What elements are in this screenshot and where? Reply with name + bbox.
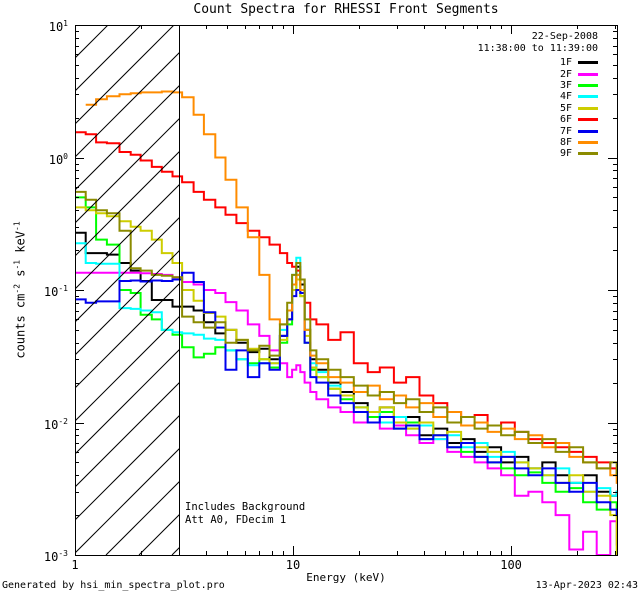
legend-swatch-8f [578, 140, 598, 144]
plot-title: Count Spectra for RHESSI Front Segments [193, 2, 499, 17]
legend-item-2f: 2F [559, 68, 598, 80]
legend-item-3f: 3F [560, 80, 598, 91]
x-tick-label-100: 100 [500, 558, 522, 572]
observation-date: 22-Sep-2008 [531, 31, 598, 42]
legend-swatch-7f [578, 129, 598, 133]
annotation-background: Includes Background [185, 501, 306, 513]
legend-swatch-3f [578, 83, 598, 87]
series-group [75, 90, 617, 555]
legend-label-2f: 2F [559, 68, 572, 80]
x-tick-label-1: 1 [71, 558, 79, 572]
legend-label-8f: 8F [559, 136, 572, 148]
legend-label-3f: 3F [559, 79, 572, 91]
legend-item-5f: 5F [560, 103, 598, 114]
generator-credit: Generated by hsi_min_spectra_plot.pro [2, 580, 225, 591]
legend-label-7f: 7F [559, 125, 572, 137]
series-9F-line [75, 190, 617, 477]
x-axis-label: Energy (keV) [306, 571, 386, 584]
legend-item-6f: 6F [560, 114, 598, 125]
observation-datetime: 22-Sep-2008 11:38:00 to 11:39:00 [478, 31, 598, 55]
x-tick-label-10: 10 [285, 558, 301, 572]
legend-swatch-2f [578, 72, 598, 76]
series-2F-line [75, 271, 617, 555]
legend-swatch-5f [578, 106, 598, 110]
series-5F-line [75, 206, 617, 555]
render-timestamp: 13-Apr-2023 02:43 [535, 580, 638, 591]
plot-annotations: Includes Background Att A0, FDecim 1 [185, 501, 305, 526]
legend: 1F 2F 3F 4F 5F 6F 7F 8F 9F [560, 57, 598, 160]
legend-swatch-4f [578, 95, 598, 99]
legend-swatch-6f [578, 118, 598, 122]
annotation-attenuator: Att A0, FDecim 1 [185, 513, 287, 526]
y-tick-label-4: 10-3 [43, 549, 68, 564]
legend-label-4f: 4F [559, 91, 572, 103]
legend-label-5f: 5F [559, 102, 572, 114]
legend-item-8f: 8F [560, 137, 598, 148]
y-tick-label-2: 10-1 [43, 284, 68, 299]
legend-swatch-9f [578, 152, 598, 156]
legend-label-6f: 6F [559, 114, 572, 126]
legend-item-1f: 1F [560, 57, 598, 68]
y-tick-label-1: 100 [48, 151, 68, 167]
legend-label-1f: 1F [559, 57, 572, 69]
legend-item-9f: 9F [560, 148, 598, 159]
legend-item-4f: 4F [560, 91, 598, 102]
series-6F-line [75, 131, 617, 477]
legend-swatch-1f [578, 61, 598, 65]
series-8F-line [85, 90, 617, 484]
axis-ticks [75, 25, 617, 556]
legend-item-7f: 7F [559, 125, 598, 137]
series-7F-line [75, 271, 617, 517]
y-tick-label-3: 10-2 [43, 416, 68, 432]
series-1F-line [75, 231, 617, 497]
hatch-region [75, 25, 180, 555]
legend-label-9f: 9F [559, 148, 572, 160]
y-tick-label-0: 101 [48, 19, 68, 34]
observation-time-range: 11:38:00 to 11:39:00 [477, 43, 598, 54]
